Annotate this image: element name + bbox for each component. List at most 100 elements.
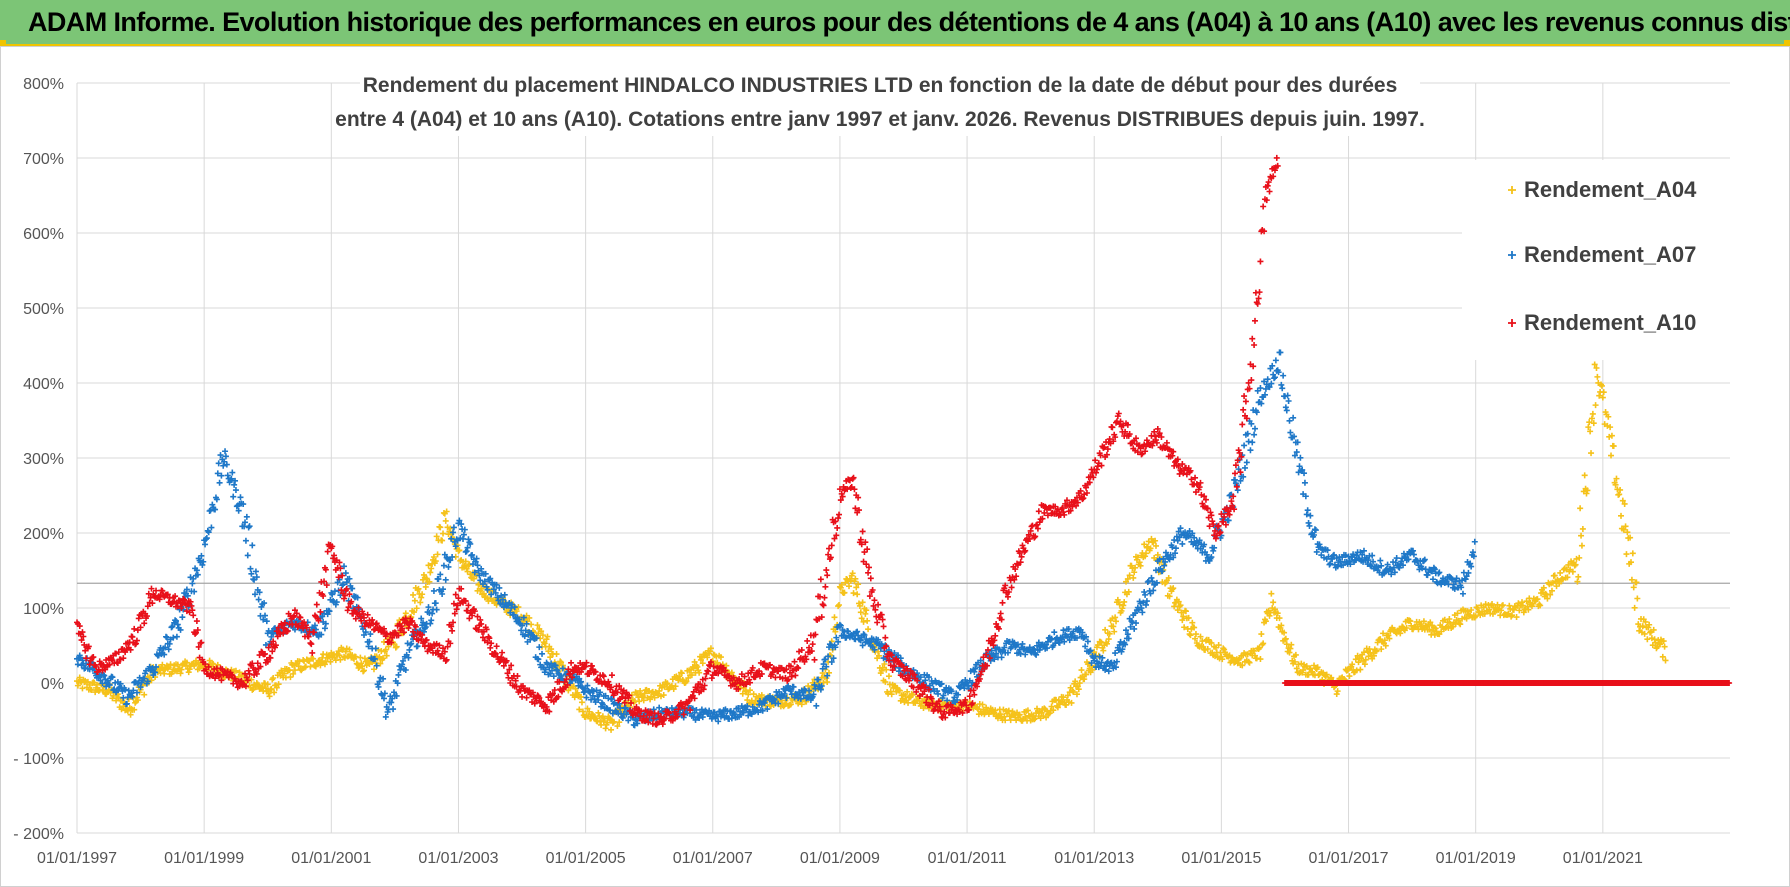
rendement-a07-point	[511, 604, 518, 611]
rendement-a04-point	[1246, 659, 1253, 666]
rendement-a04-point	[1581, 472, 1588, 479]
rendement-a04-point	[1307, 665, 1314, 672]
rendement-a10-point	[791, 658, 798, 665]
rendement-a07-point	[382, 713, 389, 720]
rendement-a07-point	[242, 519, 249, 526]
rendement-a04-point	[1647, 629, 1654, 636]
rendement-a04-point	[1584, 487, 1591, 494]
rendement-a04-point	[462, 558, 469, 565]
rendement-a04-point	[413, 605, 420, 612]
rendement-a10-point	[817, 576, 824, 583]
banner-title: ADAM Informe. Evolution historique des p…	[28, 6, 1790, 37]
rendement-a04-point	[146, 674, 153, 681]
rendement-a04-point	[717, 654, 724, 661]
rendement-a07-point	[465, 536, 472, 543]
rendement-a04-point	[1513, 614, 1520, 621]
rendement-a10-point	[823, 567, 830, 574]
rendement-a04-point	[1468, 606, 1475, 613]
rendement-a04-point	[841, 589, 848, 596]
rendement-a07-point	[1393, 555, 1400, 562]
rendement-a07-point	[481, 578, 488, 585]
rendement-a04-point	[1627, 534, 1634, 541]
rendement-a04-point	[1281, 629, 1288, 636]
rendement-a04-point	[141, 691, 148, 698]
rendement-a10-point	[804, 637, 811, 644]
rendement-a04-point	[1644, 636, 1651, 643]
rendement-a04-point	[865, 626, 872, 633]
rendement-a04-point	[1078, 667, 1085, 674]
rendement-a04-point	[856, 602, 863, 609]
rendement-a07-point	[544, 661, 551, 668]
rendement-a04-point	[553, 651, 560, 658]
rendement-a04-point	[183, 659, 190, 666]
rendement-a07-point	[1436, 569, 1443, 576]
rendement-a04-point	[480, 590, 487, 597]
rendement-a04-point	[853, 584, 860, 591]
rendement-a04-point	[688, 672, 695, 679]
rendement-a04-point	[1291, 658, 1298, 665]
rendement-a07-point	[449, 553, 456, 560]
rendement-a10-point	[822, 583, 829, 590]
rendement-a04-point	[310, 655, 317, 662]
rendement-a04-point	[1386, 635, 1393, 642]
rendement-a07-point	[168, 624, 175, 631]
rendement-a04-point	[1002, 717, 1009, 724]
rendement-a07-point	[487, 575, 494, 582]
rendement-a04-point	[1574, 578, 1581, 585]
rendement-a04-point	[434, 551, 441, 558]
rendement-a04-point	[1110, 623, 1117, 630]
rendement-a07-point	[261, 600, 268, 607]
rendement-a04-point	[1152, 537, 1159, 544]
rendement-a07-point	[440, 562, 447, 569]
rendement-a07-point	[522, 627, 529, 634]
rendement-a04-point	[159, 661, 166, 668]
rendement-a04-point	[1657, 641, 1664, 648]
rendement-a07-point	[222, 453, 229, 460]
rendement-a04-point	[74, 682, 81, 689]
rendement-a04-point	[640, 697, 647, 704]
rendement-a07-point	[554, 667, 561, 674]
rendement-a04-point	[539, 632, 546, 639]
rendement-a04-point	[1154, 551, 1161, 558]
rendement-a04-point	[1060, 694, 1067, 701]
rendement-a07-point	[388, 699, 395, 706]
rendement-a07-point	[484, 586, 491, 593]
rendement-a04-point	[696, 669, 703, 676]
rendement-a04-point	[1315, 672, 1322, 679]
rendement-a04-point	[1610, 443, 1617, 450]
rendement-a07-point	[380, 695, 387, 702]
rendement-a04-point	[824, 679, 831, 686]
rendement-a04-point	[698, 654, 705, 661]
rendement-a04-point	[1064, 692, 1071, 699]
rendement-a10-point	[307, 640, 314, 647]
rendement-a04-point	[186, 666, 193, 673]
rendement-a07-point	[255, 596, 262, 603]
rendement-a07-point	[519, 622, 526, 629]
rendement-a04-point	[1592, 402, 1599, 409]
rendement-a04-point	[1373, 647, 1380, 654]
rendement-a07-point	[343, 579, 350, 586]
rendement-a07-point	[542, 666, 549, 673]
rendement-a07-point	[390, 706, 397, 713]
rendement-a07-point	[1279, 385, 1286, 392]
rendement-a04-point	[342, 648, 349, 655]
rendement-a04-point	[1446, 616, 1453, 623]
rendement-a04-point	[1072, 678, 1079, 685]
rendement-a07-point	[367, 631, 374, 638]
rendement-a07-point	[365, 643, 372, 650]
rendement-a04-point	[909, 691, 916, 698]
rendement-a07-point	[333, 599, 340, 606]
rendement-a07-point	[499, 596, 506, 603]
rendement-a04-point	[281, 670, 288, 677]
rendement-a07-point	[445, 563, 452, 570]
rendement-a04-point	[1220, 645, 1227, 652]
rendement-a04-point	[254, 681, 261, 688]
rendement-a04-point	[699, 660, 706, 667]
rendement-a07-point	[263, 618, 270, 625]
rendement-a04-point	[1534, 596, 1541, 603]
rendement-a10-point	[821, 594, 828, 601]
rendement-a04-point	[291, 667, 298, 674]
rendement-a04-point	[1577, 505, 1584, 512]
rendement-a07-point	[539, 650, 546, 657]
rendement-a07-point	[265, 627, 272, 634]
